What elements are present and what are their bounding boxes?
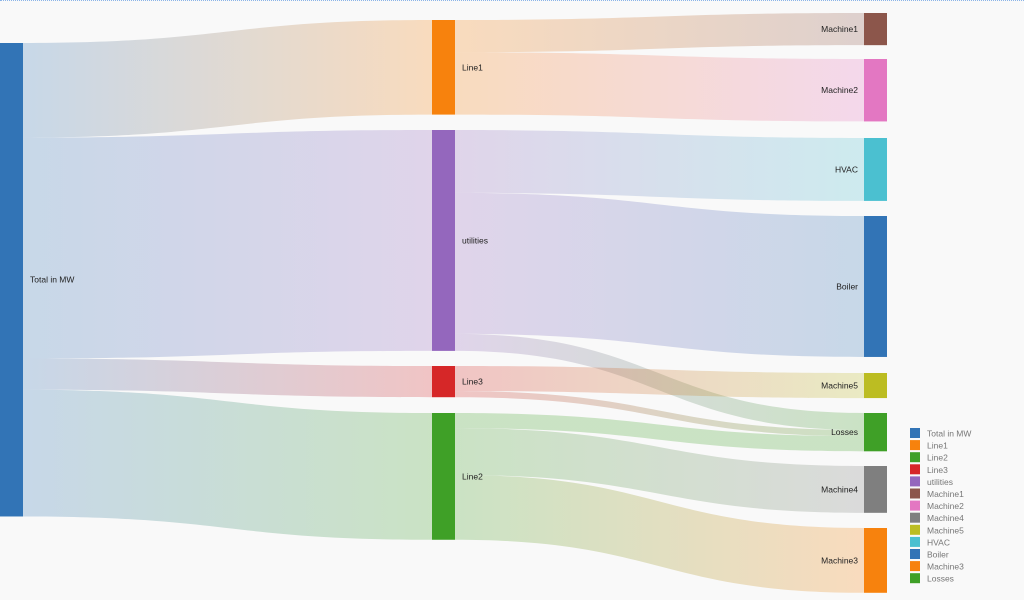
legend-swatch [910,476,920,487]
node-utilities[interactable] [432,130,455,351]
legend-swatch [910,464,920,475]
link-line2-to-losses[interactable] [455,413,864,452]
legend-item-machine5[interactable]: Machine5 [910,524,964,536]
link-line1-to-machine2[interactable] [455,52,864,122]
legend-item-machine3[interactable]: Machine3 [910,561,964,572]
legend-label: Losses [927,574,954,584]
link-line3-to-losses[interactable] [455,391,864,437]
legend-swatch [910,549,920,559]
legend-label: Line2 [927,453,948,463]
link-line2-to-machine3[interactable] [455,474,864,593]
legend-swatch [910,573,920,584]
legend-label: Machine1 [927,489,964,499]
legend-item-hvac[interactable]: HVAC [910,536,950,548]
link-line2-to-machine4[interactable] [455,428,864,513]
node-total-in-mw[interactable] [0,43,23,517]
node-label-machine5: Machine5 [821,381,858,391]
legend-swatch [910,536,920,547]
legend-label: Machine2 [927,501,964,511]
legend-label: Line1 [927,441,948,451]
link-utilities-to-boiler[interactable] [455,192,864,357]
legend-swatch [910,452,920,463]
node-label-hvac: HVAC [835,164,858,174]
legend-item-line3[interactable]: Line3 [910,464,948,475]
node-machine5[interactable] [864,373,887,399]
legend-swatch [910,512,920,523]
node-label-machine1: Machine1 [821,24,858,34]
legend-label: Machine4 [927,513,964,523]
node-machine4[interactable] [864,466,887,513]
node-machine1[interactable] [864,13,887,46]
link-line3-to-machine5[interactable] [455,366,864,399]
node-label-boiler: Boiler [836,281,858,291]
node-label-total-in-mw: Total in MW [30,275,74,285]
node-hvac[interactable] [864,138,887,201]
legend-swatch [910,524,920,535]
legend-item-boiler[interactable]: Boiler [910,549,949,560]
legend: Total in MW Line1 Line2 Line3 utilities Machi… [910,428,971,584]
legend-item-line2[interactable]: Line2 [910,452,948,463]
legend-swatch [910,561,920,572]
link-total-in-mw-to-utilities[interactable] [23,130,432,359]
node-machine3[interactable] [864,528,887,593]
legend-swatch [910,440,920,451]
sankey-nodes: Total in MW Line1 utilities Line3 Line2 Machi… [0,13,887,593]
legend-label: Total in MW [927,429,971,439]
legend-label: Line3 [927,465,948,475]
legend-label: HVAC [927,537,950,547]
link-line1-to-machine1[interactable] [455,13,864,53]
link-utilities-to-hvac[interactable] [455,130,864,201]
legend-item-utilities[interactable]: utilities [910,476,953,487]
node-label-losses: Losses [831,427,858,437]
legend-item-line1[interactable]: Line1 [910,440,948,451]
link-total-in-mw-to-line3[interactable] [23,358,432,398]
legend-item-machine2[interactable]: Machine2 [910,500,964,512]
legend-item-total-in-mw[interactable]: Total in MW [910,428,971,439]
legend-swatch [910,488,920,499]
legend-item-losses[interactable]: Losses [910,573,954,584]
node-line2[interactable] [432,413,455,540]
node-losses[interactable] [864,413,887,452]
node-label-line1: Line1 [462,62,483,72]
node-machine2[interactable] [864,59,887,122]
legend-swatch [910,500,920,511]
legend-label: utilities [927,477,953,487]
link-total-in-mw-to-line1[interactable] [23,20,432,138]
node-line3[interactable] [432,366,455,398]
legend-label: Machine5 [927,525,964,535]
node-label-utilities: utilities [462,235,488,245]
legend-item-machine1[interactable]: Machine1 [910,488,964,500]
legend-label: Boiler [927,550,949,560]
node-label-line2: Line2 [462,471,483,481]
node-label-machine2: Machine2 [821,85,858,95]
node-label-machine4: Machine4 [821,484,858,494]
legend-swatch [910,428,920,438]
sankey-links [23,13,864,593]
node-label-machine3: Machine3 [821,555,858,565]
node-label-line3: Line3 [462,377,483,387]
node-boiler[interactable] [864,216,887,357]
legend-label: Machine3 [927,562,964,572]
link-total-in-mw-to-line2[interactable] [23,389,432,540]
node-line1[interactable] [432,20,455,115]
legend-item-machine4[interactable]: Machine4 [910,512,964,524]
